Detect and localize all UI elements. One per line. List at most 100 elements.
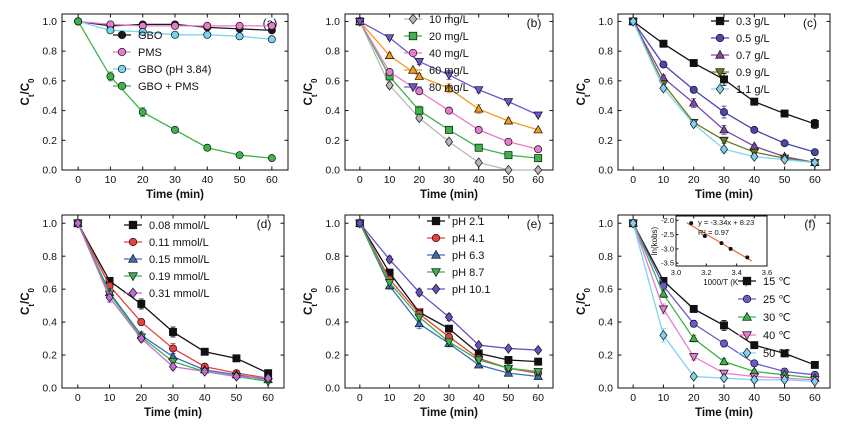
legend-label: GBO (pH 3.84) (138, 64, 211, 76)
legend-marker (715, 83, 725, 95)
series-gbo-ph-3-84 (74, 17, 276, 44)
data-point (74, 17, 83, 26)
data-point (137, 300, 146, 308)
legend-marker (431, 233, 441, 243)
legend: 0.3 g/L 0.5 g/L 0.7 g/L 0.9 g/L 1.1 g/L (711, 16, 770, 96)
legend-marker (117, 30, 127, 40)
data-point (504, 356, 513, 364)
y-tick-label: 0.2 (325, 135, 340, 147)
inset-x-tick-label: 3.4 (731, 268, 741, 277)
inset-data-point (689, 221, 694, 226)
data-point (267, 35, 276, 44)
data-point (235, 32, 244, 41)
y-tick-label: 0.6 (598, 75, 613, 87)
data-point (267, 154, 276, 163)
data-point (720, 75, 728, 84)
data-point (137, 318, 146, 327)
panel-label: (b) (527, 16, 542, 30)
x-tick-label: 30 (718, 392, 730, 404)
inset-x-tick-label: 3.2 (701, 268, 711, 277)
data-point (473, 356, 484, 366)
data-point (503, 364, 514, 374)
x-axis-title: Time (min) (420, 407, 478, 419)
series-1-1-g-l (629, 16, 819, 168)
inset-chart: 3.0 3.2 3.4 3.6 -2.0 -2.5 -3.0 -3.5 y = -3.34x +… (650, 215, 772, 287)
y-axis-title: Ct/C0 (303, 287, 319, 314)
data-point (137, 333, 146, 344)
y-tick-label: 1.0 (598, 16, 613, 28)
x-tick-label: 30 (169, 174, 181, 186)
y-tick-label: 0.4 (325, 317, 340, 329)
data-point (169, 344, 177, 353)
inset-fit-line (686, 222, 753, 262)
data-point (445, 125, 453, 134)
x-tick-label: 40 (748, 392, 760, 404)
legend-label: 10 mg/L (429, 14, 469, 26)
data-point (629, 16, 638, 27)
data-point (414, 313, 425, 323)
data-point (689, 118, 698, 130)
data-point (750, 341, 759, 350)
chart-panel-b: 0 10 20 30 40 50 60 0.0 0.2 0.4 0.6 0.8 1.0 Time (min… (303, 13, 554, 201)
legend-label: 0.19 mmol/L (149, 271, 210, 283)
data-point (504, 164, 513, 176)
series-80-mg-l (355, 18, 543, 121)
x-tick-label: 40 (473, 392, 485, 404)
data-point (169, 328, 177, 336)
legend-label: 0.31 mmol/L (149, 288, 210, 300)
data-point (688, 98, 699, 107)
data-point (414, 318, 425, 328)
inset-y-tick-label: -2.0 (661, 216, 674, 225)
legend-label: pH 10.1 (452, 284, 491, 296)
legend-marker (431, 268, 441, 278)
data-point (414, 71, 425, 80)
y-axis-title: Ct/C0 (303, 78, 319, 105)
data-point (503, 115, 514, 125)
x-axis-title: Time (min) (420, 189, 478, 201)
legend-marker (715, 16, 725, 26)
data-point (658, 289, 669, 298)
chart-panels: 0 10 20 30 40 50 60 0.0 0.2 0.4 0.6 0.8 1.0 Time (min… (20, 13, 831, 419)
legend-item-gbo: GBO (113, 30, 163, 42)
inset-frame (675, 215, 768, 267)
x-tick-label: 40 (199, 392, 211, 404)
y-axis-title: Ct/C0 (576, 78, 592, 105)
legend-label: 40 mg/L (429, 48, 469, 60)
legend-label: 20 mg/L (429, 31, 469, 43)
inset-y-tick-label: -2.5 (661, 230, 674, 239)
y-tick-label: 0.4 (42, 317, 57, 329)
data-point (659, 60, 668, 69)
legend-label: pH 6.3 (452, 250, 484, 262)
series-0-3-g-l (629, 17, 819, 129)
legend-item-10-mg-l: 10 mg/L (404, 13, 469, 26)
x-tick-label: 30 (443, 174, 455, 186)
x-tick-label: 30 (718, 174, 730, 186)
data-point (444, 338, 454, 347)
chart-panel-d: 0 10 20 30 40 50 60 0.0 0.2 0.4 0.6 0.8 1.0 Time (min… (20, 214, 285, 419)
data-point (658, 305, 669, 314)
legend-marker (742, 331, 752, 341)
legend-item-0-11-mmol-l: 0.11 mmol/L (124, 237, 209, 249)
legend-item-0-08-mmol-l: 0.08 mmol/L (124, 220, 210, 232)
data-point (474, 143, 483, 152)
chart-panel-a: 0 10 20 30 40 50 60 0.0 0.2 0.4 0.6 0.8 1.0 Time (min… (20, 13, 289, 201)
y-tick-label: 1.0 (598, 218, 613, 230)
y-tick-label: 0.4 (598, 105, 613, 117)
legend-label: 0.7 g/L (736, 50, 770, 62)
data-point (810, 157, 819, 168)
y-axis-title: Ct/C0 (20, 78, 36, 105)
data-point (474, 339, 483, 351)
data-point (444, 71, 454, 80)
legend-label: GBO (138, 30, 163, 42)
data-point (534, 145, 543, 154)
data-point (235, 21, 244, 30)
x-tick-label: 60 (532, 174, 544, 186)
legend-label: pH 2.1 (452, 216, 484, 228)
legend: 0.08 mmol/L 0.11 mmol/L 0.15 mmol/L 0.19 mm… (124, 220, 210, 300)
data-point (473, 86, 484, 95)
x-tick-label: 20 (688, 392, 700, 404)
x-tick-label: 50 (234, 174, 246, 186)
data-point (171, 125, 179, 134)
panel-label: (d) (257, 217, 272, 231)
legend: 10 mg/L 20 mg/L 40 mg/L 60 mg/L 80 mg/L (404, 13, 469, 94)
